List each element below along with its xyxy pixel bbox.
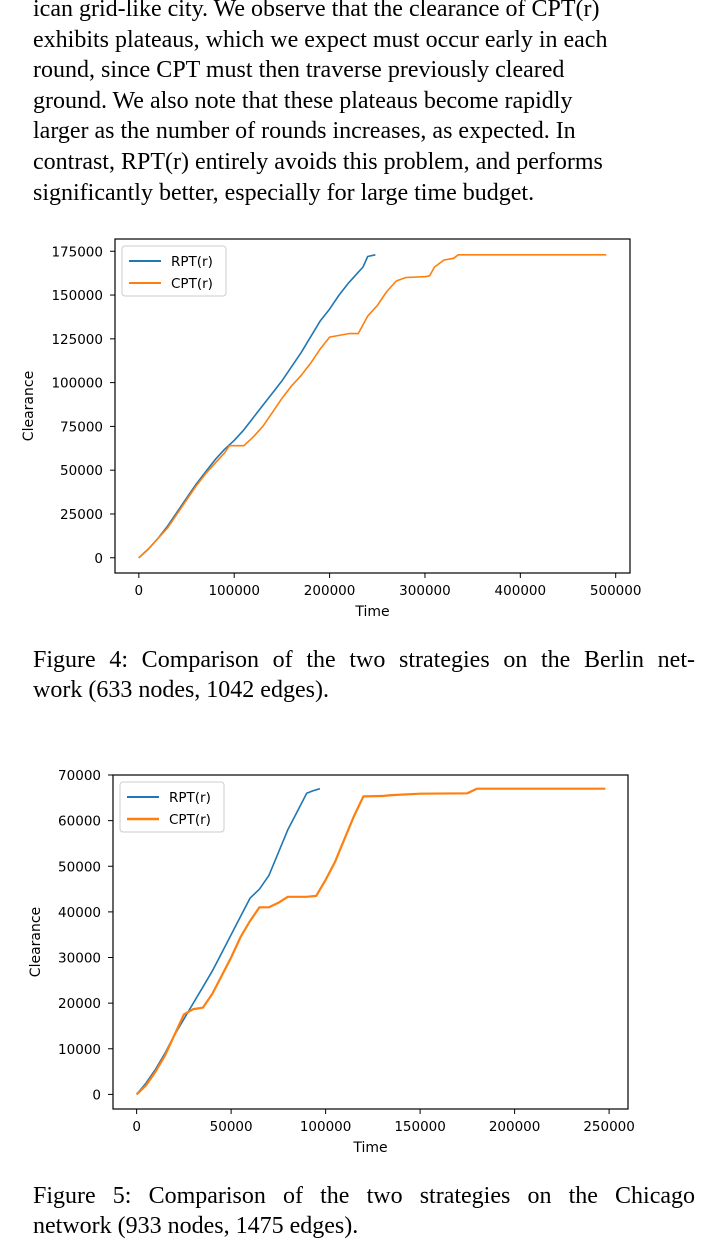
caption-line: Figure 4: Comparison of the two strategi… [33, 647, 695, 673]
series-line-RPTr [138, 254, 376, 559]
paragraph-line: exhibits plateaus, which we expect must … [33, 26, 608, 53]
y-tick-label: 50000 [60, 463, 103, 479]
series-line-RPTr [135, 787, 321, 1095]
caption-line: work (633 nodes, 1042 edges). [33, 677, 329, 703]
x-tick-label: 0 [135, 583, 144, 599]
legend-label: CPT(r) [169, 812, 211, 828]
x-tick-label: 200000 [304, 583, 356, 599]
legend: RPT(r) CPT(r) [121, 245, 227, 297]
plot-frame [112, 774, 629, 1110]
series-line-CPTr [135, 787, 606, 1096]
x-tick-label: 400000 [495, 583, 547, 599]
y-tick-label: 25000 [60, 507, 103, 523]
x-tick-label: 150000 [394, 1119, 446, 1135]
x-tick-label: 50000 [210, 1119, 253, 1135]
paragraph-line: ican grid-like city. We observe that the… [33, 0, 600, 22]
y-tick-label: 20000 [58, 996, 101, 1012]
legend: RPT(r) CPT(r) [119, 781, 225, 833]
legend-label: CPT(r) [171, 276, 213, 292]
y-tick-label: 0 [92, 1087, 101, 1103]
plot-frame [114, 238, 631, 574]
y-tick-label: 30000 [58, 951, 101, 967]
y-tick-label: 40000 [58, 905, 101, 921]
figure5-caption: Figure 5: Comparison of the two strategi… [33, 1181, 695, 1241]
y-tick-label: 60000 [58, 814, 101, 830]
x-tick-label: 500000 [590, 583, 642, 599]
chicago-clearance-chart: 0 50000 100000 150000 200000 250000 0 10000 2000… [28, 768, 635, 1156]
x-axis-label: Time [354, 604, 389, 620]
x-tick-label: 300000 [399, 583, 451, 599]
paragraph-line: round, since CPT must then traverse prev… [33, 57, 565, 84]
x-tick-label: 250000 [583, 1119, 635, 1135]
paragraph-line: contrast, RPT(r) entirely avoids this pr… [33, 148, 603, 175]
y-tick-label: 50000 [58, 859, 101, 875]
body-paragraph: ican grid-like city. We observe that the… [33, 0, 695, 208]
legend-label: RPT(r) [169, 790, 211, 806]
y-tick-label: 150000 [51, 288, 103, 304]
series-line-CPTr [138, 253, 607, 559]
legend-label: RPT(r) [171, 254, 213, 270]
caption-line: network (933 nodes, 1475 edges). [33, 1213, 359, 1239]
paragraph-line: significantly better, especially for lar… [33, 179, 535, 206]
y-tick-label: 0 [94, 551, 103, 567]
x-tick-label: 200000 [489, 1119, 541, 1135]
x-tick-label: 100000 [208, 583, 260, 599]
berlin-clearance-chart: 0 100000 200000 300000 400000 500000 0 25000 500… [21, 238, 642, 620]
y-axis-label: Clearance [21, 371, 37, 441]
y-tick-label: 100000 [51, 376, 103, 392]
y-tick-label: 75000 [60, 419, 103, 435]
figure4-caption: Figure 4: Comparison of the two strategi… [33, 645, 695, 705]
y-tick-label: 10000 [58, 1042, 101, 1058]
x-tick-label: 100000 [300, 1119, 352, 1135]
y-tick-label: 70000 [58, 768, 101, 784]
y-tick-label: 175000 [51, 244, 103, 260]
x-axis-label: Time [352, 1140, 387, 1156]
y-tick-label: 125000 [51, 332, 103, 348]
caption-line: Figure 5: Comparison of the two strategi… [33, 1183, 695, 1209]
y-axis-label: Clearance [28, 907, 44, 977]
x-tick-label: 0 [132, 1119, 141, 1135]
paragraph-line: larger as the number of rounds increases… [33, 118, 576, 145]
paragraph-line: ground. We also note that these plateaus… [33, 87, 573, 114]
